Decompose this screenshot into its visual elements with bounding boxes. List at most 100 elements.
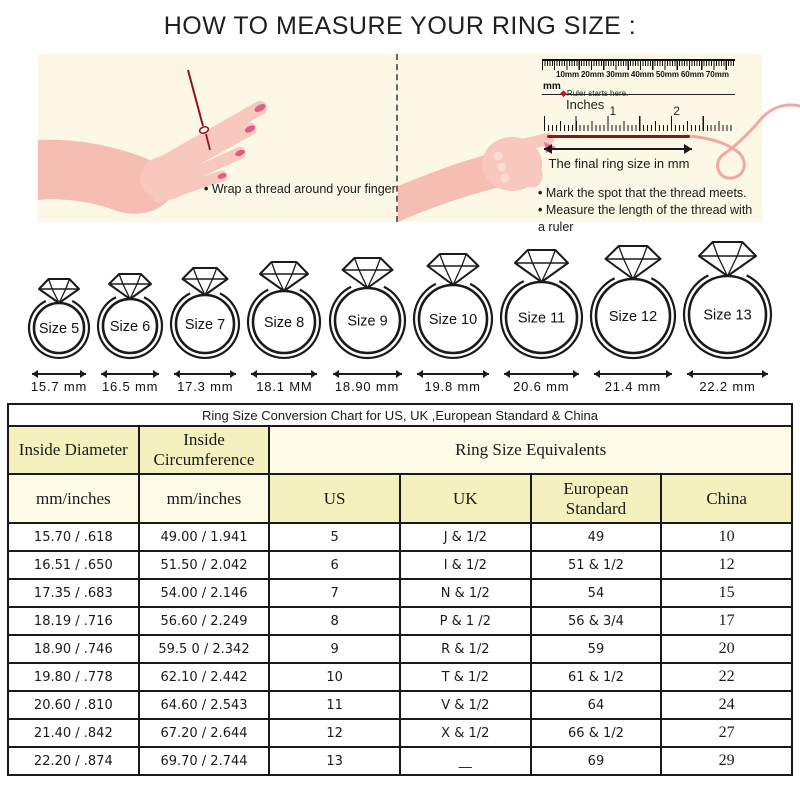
table-cell: 69.70 / 2.744 — [137, 746, 271, 776]
ring-outer-band — [170, 292, 241, 360]
table-cell: 51 & 1/2 — [529, 550, 663, 580]
ring-size-label: Size 9 — [347, 314, 387, 330]
table-cell: 29 — [660, 746, 793, 776]
hand-with-thread-illustration — [38, 69, 267, 214]
ring-inner-band — [32, 301, 86, 355]
table-cell: 49 — [529, 522, 663, 552]
table-row: 22.20 / .874 69.70 / 2.744 13 __ 69 29 — [7, 746, 793, 776]
diamond-icon — [181, 267, 229, 296]
table-cell: 64 — [529, 690, 663, 720]
ruler-inch-ticks — [544, 116, 733, 131]
ring-illustration: Size 8 — [247, 261, 322, 359]
table-cell: 56 & 3/4 — [529, 606, 663, 636]
table-cell: N & 1/2 — [398, 578, 532, 608]
table-cell: 59 — [529, 634, 663, 664]
knuckles — [493, 151, 510, 183]
ring-mm-label: 22.2 mm — [699, 379, 756, 394]
table-cell: 22.20 / .874 — [7, 746, 140, 776]
table-cell: 67.20 / 2.644 — [137, 718, 271, 748]
thread-loop-illustration — [686, 103, 800, 180]
table-cell: 18.90 / .746 — [7, 634, 140, 664]
diamond-icon — [513, 249, 569, 283]
ring-size-label: Size 8 — [264, 315, 304, 331]
ruler-mm-ticks — [542, 61, 735, 70]
ring-item: Size 8 18.1 MM — [245, 260, 323, 394]
ruler-mm-labels: 10mm 20mm 30mm 40mm 50mm 60mm 70mm — [542, 70, 735, 79]
table-cell: 12 — [268, 718, 401, 748]
ring-diameter-arrow — [593, 370, 672, 378]
table-cell: 13 — [268, 746, 401, 776]
ruler-mm-unit-label: mm — [543, 81, 561, 92]
header-china: China — [660, 473, 793, 524]
ruler-divider-line — [542, 94, 735, 95]
table-cell: 62.10 / 2.442 — [137, 662, 271, 692]
header-uk: UK — [398, 473, 532, 524]
ring-item: Size 7 17.3 mm — [168, 266, 242, 394]
fingernails — [217, 103, 266, 179]
instruction-panels: Wrap a thread around your finger 10mm 20… — [38, 54, 800, 234]
table-cell: 69 — [529, 746, 663, 776]
table-cell: 5 — [268, 522, 401, 552]
arm-shape — [398, 154, 504, 222]
table-title-row: Ring Size Conversion Chart for US, UK ,E… — [7, 403, 793, 427]
ring-diameter-arrow — [416, 370, 489, 378]
ring-inner-band — [252, 289, 317, 355]
ring-inner-band — [687, 274, 768, 355]
ring-size-label: Size 7 — [185, 317, 225, 333]
ring-illustration: Size 12 — [589, 245, 676, 360]
table-cell: I & 1/2 — [398, 550, 532, 580]
table-cell: 66 & 1/2 — [529, 718, 663, 748]
table-row: 21.40 / .842 67.20 / 2.644 12 X & 1/2 66 & 1… — [7, 718, 793, 748]
ring-outer-band — [328, 285, 406, 360]
header-inside-diameter: Inside Diameter — [7, 425, 140, 475]
table-cell: 59.5 0 / 2.342 — [137, 634, 271, 664]
thread-around-finger — [187, 69, 211, 151]
ring-diameter-arrow — [251, 370, 318, 378]
header-european-standard: European Standard — [529, 473, 663, 524]
table-cell: 7 — [268, 578, 401, 608]
table-group-header-row: Inside Diameter Inside Circumference Rin… — [7, 425, 793, 475]
table-cell: __ — [398, 746, 532, 776]
table-cell: 15.70 / .618 — [7, 522, 140, 552]
ring-size-label: Size 5 — [39, 321, 79, 337]
ring-mm-label: 21.4 mm — [604, 379, 661, 394]
ring-mm-label: 16.5 mm — [102, 379, 159, 394]
thumb-shape — [517, 156, 543, 188]
ring-inner-band — [101, 297, 159, 355]
table-row: 17.35 / .683 54.00 / 2.146 7 N & 1/2 54 15 — [7, 578, 793, 608]
ring-outer-band — [682, 274, 773, 359]
right-instruction-bullets: Mark the spot that the thread meets. Mea… — [538, 185, 762, 236]
table-cell: 24 — [660, 690, 793, 720]
ring-item: Size 11 20.6 mm — [498, 248, 585, 394]
table-row: 16.51 / .650 51.50 / 2.042 6 I & 1/2 51 & 1/… — [7, 550, 793, 580]
ring-outer-band — [412, 282, 493, 359]
table-cell: 16.51 / .650 — [7, 550, 140, 580]
ring-size-label: Size 13 — [703, 308, 751, 324]
ring-outer-band — [27, 300, 91, 360]
table-row: 18.90 / .746 59.5 0 / 2.342 9 R & 1/2 59 20 — [7, 634, 793, 664]
diamond-icon — [341, 257, 393, 289]
measured-thread — [547, 135, 690, 138]
table-cell: 61 & 1/2 — [529, 662, 663, 692]
table-row: 19.80 / .778 62.10 / 2.442 10 T & 1/2 61 & 1… — [7, 662, 793, 692]
header-mm-inches-diameter: mm/inches — [7, 473, 140, 524]
mm-tick-label: 70mm — [705, 70, 729, 79]
ring-diameter-arrow — [332, 370, 402, 378]
table-cell: T & 1/2 — [398, 662, 532, 692]
ring-mm-label: 19.8 mm — [424, 379, 481, 394]
final-size-arrow — [544, 144, 692, 154]
index-finger — [512, 133, 554, 152]
table-row: 15.70 / .618 49.00 / 1.941 5 J & 1/2 49 10 — [7, 522, 793, 552]
fingers — [151, 101, 267, 203]
left-instruction-bullet: Wrap a thread around your finger — [204, 182, 396, 196]
ring-mm-label: 15.7 mm — [30, 379, 88, 394]
header-ring-size-equivalents: Ring Size Equivalents — [268, 425, 793, 475]
ring-diameter-arrow — [503, 370, 579, 378]
ring-size-label: Size 11 — [518, 311, 565, 327]
table-cell: J & 1/2 — [398, 522, 532, 552]
header-us: US — [268, 473, 401, 524]
ring-diameter-arrow — [101, 370, 160, 378]
ring-outer-band — [589, 277, 676, 360]
ring-illustration: Size 11 — [499, 249, 583, 360]
